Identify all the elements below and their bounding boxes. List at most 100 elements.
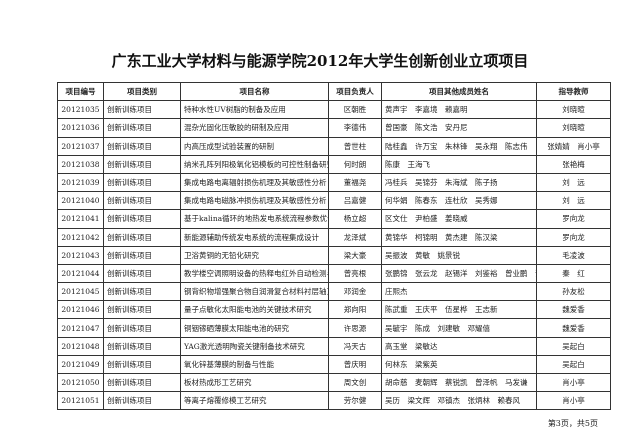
table-cell: 创新训练项目 [103, 100, 181, 120]
project-table: 项目编号 项目类别 项目名称 项目负责人 项目其他成员姓名 指导教师 20121035 创新… [57, 81, 611, 411]
header-cell: 项目名称 [180, 81, 329, 102]
table-cell: 刘 远 [536, 191, 611, 211]
table-cell: 创新训练项目 [103, 318, 181, 338]
table-cell: 集成电路电磁脉冲损伤机理及其敏感性分析 [180, 191, 329, 211]
table-cell: 20121050 [57, 372, 104, 393]
table-cell: YAG激光透明陶瓷关键制备技术研究 [180, 336, 329, 356]
table-cell: 等离子熔覆修模工艺研究 [180, 391, 329, 411]
table-cell: 何时朗 [328, 154, 382, 174]
table-cell: 魏爱香 [536, 300, 611, 320]
title: 广东工业大学材料与能源学院2012年大学生创新创业立项项目 [111, 52, 529, 70]
table-row: 20121036 创新训练项目 混杂光固化压敏胶的研制及应用 李德伟 曾国豪 陈文浩 安… [57, 118, 611, 138]
table-cell: 劳尔健 [328, 391, 382, 411]
table-row: 20121047 创新训练项目 铜铟镓硒薄膜太阳能电池的研究 许思源 吴毓宇 陈成 刘建… [57, 318, 611, 338]
table-cell: 创新训练项目 [103, 263, 181, 284]
table-cell: 刘晓暄 [536, 100, 611, 120]
table-cell: 卫浴黄铜的无铅化研究 [180, 245, 329, 265]
table-cell: 肖小亭 [536, 372, 611, 393]
table-cell: 创新训练项目 [103, 300, 181, 320]
table-row: 20121042 创新训练项目 新能源辅助传统发电系统的流程集成设计 龙泽斌 黄锦华 柯… [57, 227, 611, 247]
table-cell: 张鹏锦 张云龙 赵锡洋 刘鉴裕 曾业鹏 谢艺彪 [381, 263, 537, 284]
table-cell: 基于kalina循环的地热发电系统流程参数优化 [180, 209, 329, 229]
table-cell: 20121047 [57, 318, 104, 338]
table-cell: 特种水性UV树脂的制备及应用 [180, 100, 329, 120]
table-cell: 量子点敏化太阳能电池的关键技术研究 [180, 300, 329, 320]
table-cell: 许思源 [328, 318, 382, 338]
table-cell: 刘晓暄 [536, 118, 611, 138]
table-cell: 铜铟镓硒薄膜太阳能电池的研究 [180, 318, 329, 338]
table-cell: 曾世柱 [328, 136, 382, 156]
table-cell: 陈康 王海飞 [381, 154, 537, 174]
table-cell: 黄声宇 李嘉境 赖嘉明 [381, 100, 537, 120]
table-cell: 纳米孔阵列阳极氧化铝模板的可控性制备研究 [180, 154, 329, 174]
table-cell: 20121038 [57, 154, 104, 174]
header-row: 项目编号 项目类别 项目名称 项目负责人 项目其他成员姓名 指导教师 [57, 81, 611, 102]
table-cell: 李德伟 [328, 118, 382, 138]
table-row: 20121048 创新训练项目 YAG激光透明陶瓷关键制备技术研究 冯天古 高玉堂 梁敏… [57, 336, 611, 356]
table-cell: 张艳梅 [536, 154, 611, 174]
table-cell: 20121046 [57, 300, 104, 320]
table-cell: 陆桂鑫 许万宝 朱林锋 吴永翔 陈志伟 [381, 136, 537, 156]
table-cell: 创新训练项目 [103, 118, 181, 138]
table-cell: 创新训练项目 [103, 282, 181, 302]
table-row: 20121037 创新训练项目 内高压成型试验装置的研制 曾世柱 陆桂鑫 许万宝 朱林锋… [57, 136, 611, 156]
table-cell: 刘 远 [536, 172, 611, 193]
table-cell: 孙友松 [536, 282, 611, 302]
table-cell: 钢背织物增强聚合物自润滑复合材料衬层轴瓦开发 [180, 282, 329, 302]
table-cell: 魏爱香 [536, 318, 611, 338]
table-cell: 毛凌波 [536, 245, 611, 265]
table-row: 20121040 创新训练项目 集成电路电磁脉冲损伤机理及其敏感性分析 吕嘉健 何华娟 … [57, 191, 611, 211]
table-row: 20121050 创新训练项目 板材热成形工艺研究 周文创 胡命慈 麦朝辉 蔡锐凯 曾泽… [57, 372, 611, 393]
table-cell: 教学楼空调照明设备的热释电红外自动检测与控制 [180, 263, 329, 284]
table-row: 20121035 创新训练项目 特种水性UV树脂的制备及应用 区朝胜 黄声宇 李嘉境 赖… [57, 100, 611, 120]
table-cell: 罗向龙 [536, 209, 611, 229]
table-cell: 区朝胜 [328, 100, 382, 120]
table-row: 20121046 创新训练项目 量子点敏化太阳能电池的关键技术研究 郑向阳 陈武重 王庆… [57, 300, 611, 320]
table-cell: 罗向龙 [536, 227, 611, 247]
table-cell: 周文创 [328, 372, 382, 393]
table-row: 20121039 创新训练项目 集成电路电离辐射损伤机理及其敏感性分析 董福尧 冯桂兵 … [57, 172, 611, 193]
table-cell: 20121048 [57, 336, 104, 356]
table-cell: 创新训练项目 [103, 136, 181, 156]
table-row: 20121051 创新训练项目 等离子熔覆修模工艺研究 劳尔健 吴历 梁文辉 邓镇杰 张… [57, 391, 611, 411]
header-cell: 项目编号 [57, 81, 104, 102]
table-cell: 创新训练项目 [103, 209, 181, 229]
table-cell: 20121044 [57, 263, 104, 284]
table-cell: 肖小亭 [536, 391, 611, 411]
table-cell: 混杂光固化压敏胶的研制及应用 [180, 118, 329, 138]
table-row: 20121041 创新训练项目 基于kalina循环的地热发电系统流程参数优化 杨立超… [57, 209, 611, 229]
table-cell: 高玉堂 梁敏达 [381, 336, 537, 356]
table-cell: 20121041 [57, 209, 104, 229]
table-cell: 曾国豪 陈文浩 安丹尼 [381, 118, 537, 138]
table-row: 20121045创新训练项目钢背织物增强聚合物自润滑复合材料衬层轴瓦开发邓润金庄… [57, 282, 611, 302]
table-cell: 20121035 [57, 100, 104, 120]
table-cell: 曾庆明 [328, 354, 382, 375]
table-cell: 杨立超 [328, 209, 382, 229]
table-cell: 董福尧 [328, 172, 382, 193]
table-cell: 吴毓宇 陈成 刘建敏 邓耀僖 [381, 318, 537, 338]
table-cell: 20121049 [57, 354, 104, 375]
table-cell: 梁大豪 [328, 245, 382, 265]
table-cell: 曾亮根 [328, 263, 382, 284]
header-cell: 指导教师 [536, 81, 611, 102]
table-cell: 氧化锌基薄膜的制备与性能 [180, 354, 329, 375]
table-cell: 20121039 [57, 172, 104, 193]
table-cell: 何华娟 陈春东 连杜欣 吴秀娜 [381, 191, 537, 211]
table-cell: 创新训练项目 [103, 391, 181, 411]
table-cell: 吕嘉健 [328, 191, 382, 211]
table-cell: 创新训练项目 [103, 372, 181, 393]
table-cell: 胡命慈 麦朝辉 蔡锐凯 曾泽帆 马发谦 [381, 372, 537, 393]
table-cell: 冯天古 [328, 336, 382, 356]
table-cell: 创新训练项目 [103, 354, 181, 375]
table-cell: 冯桂兵 吴锦芬 朱海斌 陈子扬 [381, 172, 537, 193]
table-cell: 吴起白 [536, 336, 611, 356]
page-footer: 第3页，共5页 [547, 419, 598, 428]
table-cell: 陈武重 王庆平 伍星桦 王志新 [381, 300, 537, 320]
table-cell: 秦 红 [536, 263, 611, 284]
table-cell: 创新训练项目 [103, 227, 181, 247]
table-cell: 郑向阳 [328, 300, 382, 320]
table-cell: 吴起白 [536, 354, 611, 375]
table-cell: 龙泽斌 [328, 227, 382, 247]
table-cell: 庄熙杰 [381, 282, 537, 302]
table-cell: 张婧婧 肖小亭 [536, 136, 611, 156]
